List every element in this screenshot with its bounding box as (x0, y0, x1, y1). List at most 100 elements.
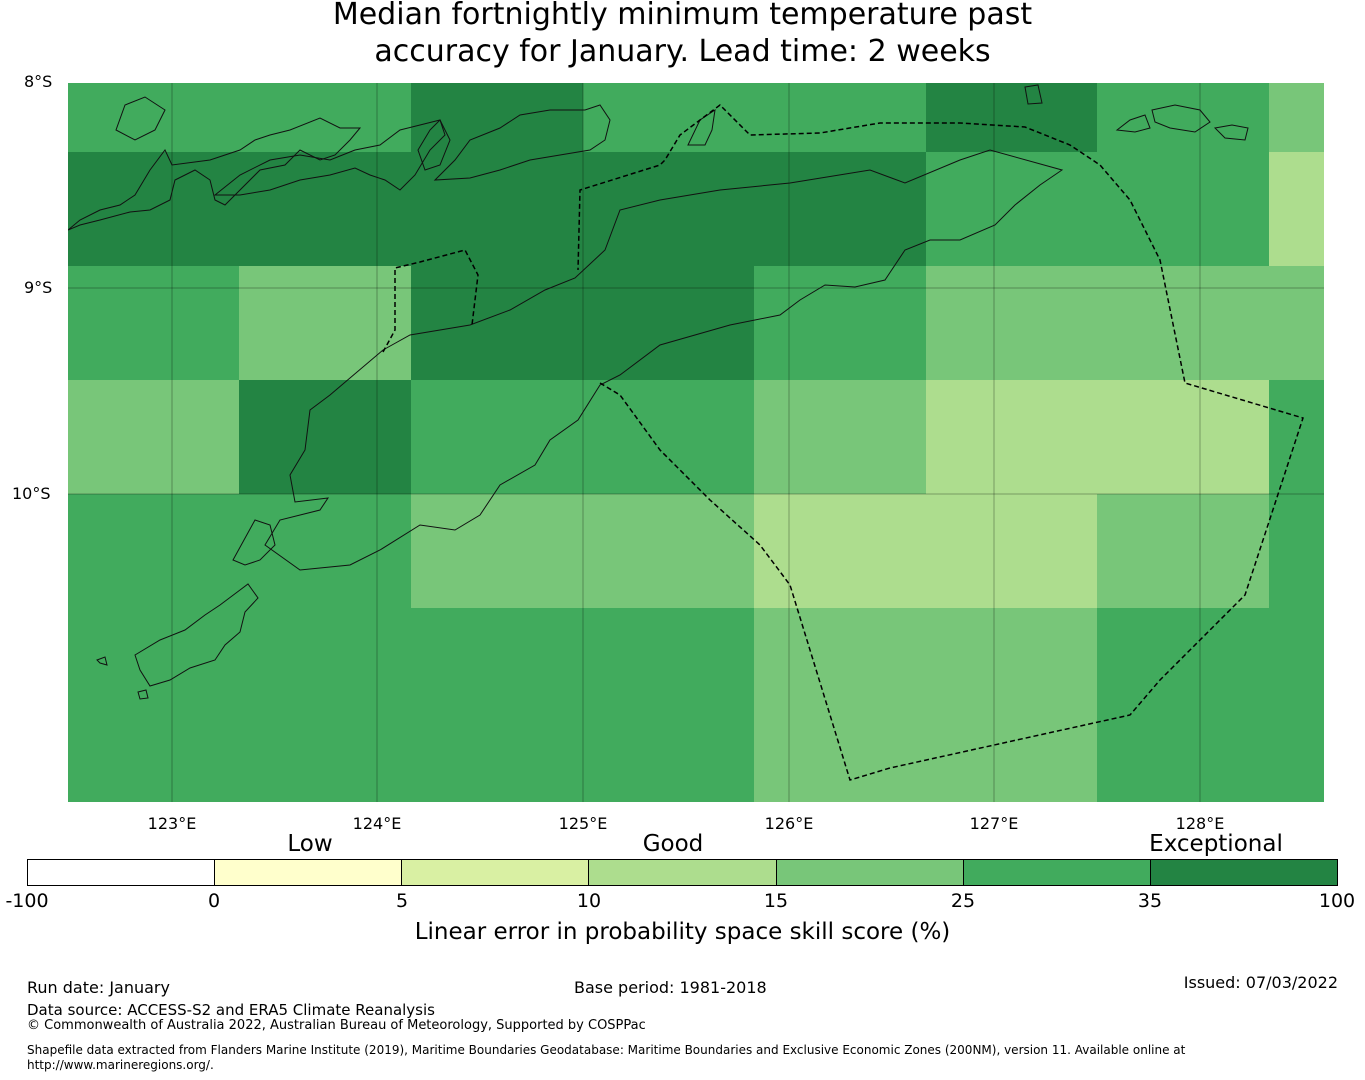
grid-cell (926, 380, 1097, 494)
grid-cell (754, 608, 926, 722)
grid-cell (411, 380, 583, 494)
lat-label: 8°S (24, 72, 53, 91)
eez-boundary (382, 104, 1304, 781)
colorbar-category-exceptional: Exceptional (1149, 831, 1283, 857)
issued-date: Issued: 07/03/2022 (1183, 973, 1338, 992)
grid-cell (239, 608, 411, 722)
colorbar-tick: 35 (1137, 890, 1163, 912)
grid-cell (1269, 380, 1324, 494)
grid-cell (583, 83, 754, 152)
grid-cell (754, 152, 926, 266)
title-line-2: accuracy for January. Lead time: 2 weeks (374, 34, 991, 69)
small-island (1213, 124, 1249, 141)
grid-cell (754, 722, 926, 802)
grid-cell (754, 266, 926, 380)
shapefile-credit: Shapefile data extracted from Flanders M… (27, 1043, 1186, 1057)
adonara-lembata-coast (213, 119, 446, 196)
copyright: © Commonwealth of Australia 2022, Austra… (27, 1018, 646, 1033)
lon-label: 123°E (147, 814, 197, 833)
roti-coast (137, 689, 149, 700)
solor-coast (115, 96, 166, 141)
sumba-coast (232, 519, 276, 566)
grid-cell (926, 608, 1097, 722)
grid-cell (754, 83, 926, 152)
babar-coast (1151, 104, 1211, 133)
grid-cell (926, 266, 1097, 380)
grid-cell (68, 608, 239, 722)
grid-cell (1269, 722, 1324, 802)
lat-label: 9°S (24, 278, 53, 297)
lon-label: 125°E (558, 814, 608, 833)
grid-cell (239, 152, 411, 266)
grid-cell (68, 83, 239, 152)
colorbar-segment (589, 860, 777, 885)
colorbar-tick: 0 (207, 890, 221, 912)
grid-cell (411, 266, 583, 380)
grid-cell (1097, 722, 1269, 802)
colorbar-segment (776, 860, 964, 885)
skill-score-map (68, 83, 1324, 802)
grid-cell (239, 380, 411, 494)
colorbar-segment (402, 860, 590, 885)
grid-cell (239, 722, 411, 802)
grid-cell (926, 722, 1097, 802)
grid-cell (68, 722, 239, 802)
grid-cell (1097, 152, 1269, 266)
title-line-1: Median fortnightly minimum temperature p… (332, 0, 1033, 32)
lon-label: 126°E (764, 814, 814, 833)
atauro-coast (687, 108, 716, 146)
grid-cell (1097, 83, 1269, 152)
run-date: Run date: January (27, 978, 170, 997)
colorbar-segment (28, 860, 216, 885)
grid-cell (1097, 494, 1269, 608)
colorbar-tick: 15 (763, 890, 789, 912)
grid-cell (1269, 83, 1324, 152)
colorbar (27, 859, 1338, 886)
grid-cell (754, 494, 926, 608)
grid-cell (754, 380, 926, 494)
grid-cell (1269, 494, 1324, 608)
grid-cell (68, 266, 239, 380)
grid-cell (1097, 608, 1269, 722)
colorbar-label: Linear error in probability space skill … (414, 919, 951, 945)
grid-cell (239, 266, 411, 380)
grid-cell (1269, 152, 1324, 266)
grid-cell (411, 494, 583, 608)
grid-cell (583, 380, 754, 494)
grid-cell (68, 494, 239, 608)
colorbar-tick: -100 (5, 890, 49, 912)
lon-label: 124°E (352, 814, 402, 833)
data-source: Data source: ACCESS-S2 and ERA5 Climate … (27, 1001, 435, 1019)
grid-cell (1269, 266, 1324, 380)
grid-cell (1097, 380, 1269, 494)
colorbar-tick: 5 (395, 890, 409, 912)
colorbar-segment (215, 860, 403, 885)
lon-label: 128°E (1175, 814, 1225, 833)
grid-cell (926, 494, 1097, 608)
graticule (68, 83, 1324, 802)
raijua-coast (96, 656, 108, 666)
colorbar-segment (963, 860, 1151, 885)
colorbar-category-low: Low (287, 831, 333, 857)
grid-cell (926, 83, 1097, 152)
pantar-coast (417, 119, 451, 171)
grid-cell (1097, 266, 1269, 380)
flores-coast (68, 117, 362, 231)
grid-cell (583, 152, 754, 266)
lon-label: 127°E (969, 814, 1019, 833)
oecusse-eez (382, 249, 479, 353)
shapefile-url[interactable]: http://www.marineregions.org/. (27, 1058, 214, 1072)
grid-cell (239, 83, 411, 152)
small-island (1024, 84, 1043, 105)
timor-coast (264, 149, 1064, 571)
savu-coast (134, 583, 259, 687)
lat-label: 10°S (12, 484, 51, 503)
grid-cells (68, 83, 1324, 802)
grid-cell (411, 152, 583, 266)
grid-cell (68, 380, 239, 494)
figure-title: Median fortnightly minimum temperature p… (0, 0, 1365, 70)
grid-cell (68, 152, 239, 266)
grid-cell (583, 608, 754, 722)
grid-cell (411, 608, 583, 722)
